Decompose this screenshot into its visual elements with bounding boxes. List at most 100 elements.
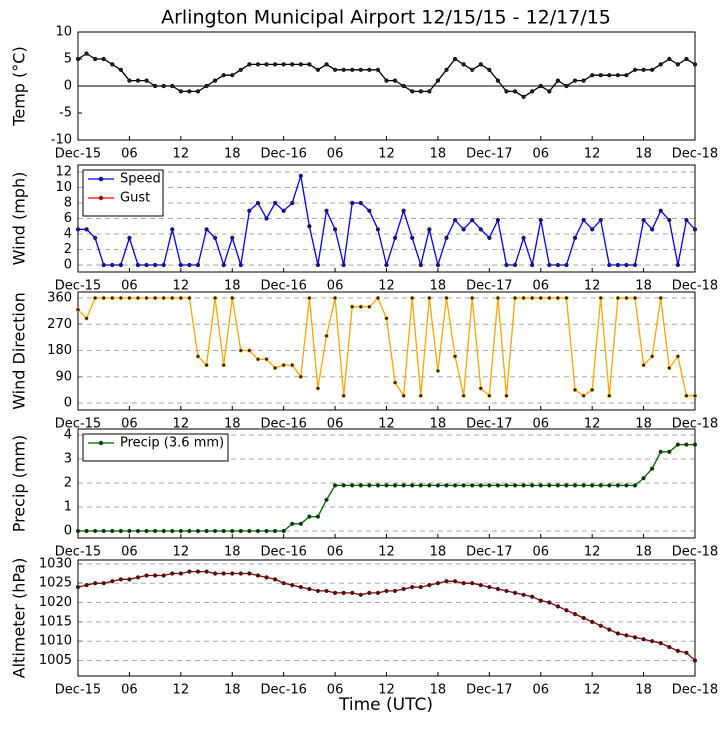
plot-frame	[77, 559, 696, 677]
data-point	[101, 262, 106, 268]
data-point	[110, 579, 115, 584]
data-point	[332, 483, 338, 488]
data-point	[692, 658, 698, 663]
x-tick-label: 12	[173, 683, 190, 698]
data-point	[195, 528, 201, 534]
y-tick-label: 1	[64, 500, 72, 515]
data-point	[632, 635, 638, 640]
data-point	[555, 295, 560, 301]
data-point	[667, 365, 672, 371]
x-tick-label: 06	[532, 417, 549, 432]
data-point	[221, 571, 226, 576]
data-point	[435, 368, 441, 374]
data-point	[598, 483, 603, 488]
data-point	[452, 56, 458, 62]
data-point	[290, 583, 295, 588]
legend-box	[82, 169, 164, 217]
x-tick-label: Dec-15	[55, 545, 101, 560]
y-tick-label: 0	[64, 79, 72, 94]
data-point	[315, 262, 321, 268]
data-point	[641, 67, 646, 72]
data-point	[118, 295, 123, 301]
data-point	[401, 83, 406, 89]
data-point	[512, 590, 518, 595]
data-point	[615, 631, 620, 636]
data-point	[555, 483, 560, 488]
data-point	[487, 393, 492, 398]
y-tick-label: 2	[64, 476, 72, 491]
data-point	[213, 295, 218, 301]
data-point	[135, 262, 141, 268]
data-point	[375, 67, 381, 72]
data-point	[615, 483, 620, 488]
data-point	[272, 528, 278, 534]
data-point	[624, 633, 629, 638]
data-point	[272, 365, 278, 371]
data-point	[555, 262, 560, 268]
data-point	[247, 208, 252, 213]
data-point	[101, 56, 106, 62]
legend-label: Speed	[120, 172, 161, 187]
plot-frame	[77, 164, 696, 273]
data-point	[341, 483, 346, 488]
data-point	[547, 483, 552, 488]
data-point	[675, 62, 680, 67]
data-point	[684, 650, 689, 655]
data-point	[632, 67, 638, 72]
data-point	[512, 483, 518, 488]
data-point	[178, 571, 183, 576]
x-tick-label: 06	[121, 545, 138, 560]
legend-marker	[98, 176, 104, 182]
data-point	[153, 573, 158, 578]
x-tick-label: 12	[378, 683, 395, 698]
data-point	[358, 304, 363, 309]
data-point	[692, 393, 698, 398]
data-point	[410, 89, 415, 94]
data-point	[495, 295, 501, 301]
data-point	[341, 590, 346, 595]
data-point	[547, 295, 552, 301]
y-tick-label: 4	[64, 227, 72, 242]
data-point	[204, 528, 209, 534]
data-point	[564, 608, 569, 613]
x-tick-label: 18	[430, 279, 447, 294]
data-point	[332, 67, 338, 72]
data-point	[101, 581, 106, 586]
data-point	[564, 262, 569, 268]
legend-box	[82, 433, 229, 462]
data-point	[153, 83, 158, 89]
data-point	[607, 393, 612, 398]
data-point	[170, 571, 175, 576]
x-tick-label: 18	[430, 147, 447, 162]
data-point	[135, 575, 141, 580]
data-point	[110, 528, 115, 534]
data-point	[607, 483, 612, 488]
data-point	[512, 295, 518, 301]
data-point	[470, 483, 475, 488]
x-tick-label: 18	[224, 417, 241, 432]
x-tick-label: 12	[584, 147, 601, 162]
x-tick-label: Dec-18	[672, 279, 718, 294]
data-point	[144, 295, 149, 301]
legend-label: Gust	[120, 191, 150, 206]
data-point	[564, 295, 569, 301]
y-axis-label: Altimeter (hPa)	[10, 558, 29, 679]
x-tick-label: 18	[635, 147, 652, 162]
x-tick-label: Dec-15	[55, 683, 101, 698]
data-point	[684, 393, 689, 398]
x-tick-label: 06	[121, 147, 138, 162]
y-tick-label: 1015	[39, 614, 72, 629]
data-point	[530, 594, 535, 599]
x-tick-label: 06	[532, 683, 549, 698]
plot-frame	[77, 428, 696, 539]
data-point	[127, 577, 132, 582]
data-point	[161, 528, 166, 534]
data-point	[350, 590, 355, 595]
data-point	[392, 235, 398, 240]
data-point	[161, 83, 166, 89]
x-tick-label: Dec-18	[672, 417, 718, 432]
data-point	[684, 217, 689, 223]
data-point	[572, 235, 578, 240]
data-point	[153, 295, 158, 301]
